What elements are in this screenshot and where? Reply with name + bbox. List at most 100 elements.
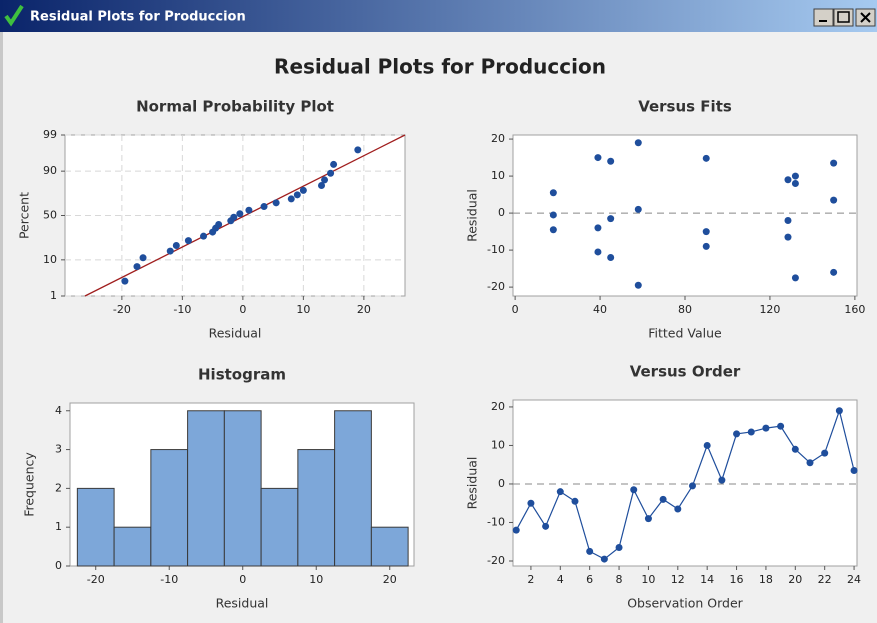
chart-title: Histogram	[198, 366, 286, 384]
data-point	[688, 482, 696, 490]
data-point	[791, 172, 799, 180]
y-tick-label: 2	[55, 481, 62, 494]
data-point	[556, 488, 564, 496]
data-point	[718, 476, 726, 484]
data-point	[549, 189, 557, 197]
y-axis-label: Residual	[465, 189, 480, 242]
data-point	[594, 154, 602, 162]
y-tick-label: 1	[55, 520, 62, 533]
x-tick-label: -20	[87, 573, 105, 586]
x-tick-label: -20	[113, 303, 131, 316]
data-point	[330, 160, 338, 168]
data-point	[821, 449, 829, 457]
data-point	[184, 237, 192, 245]
data-point	[703, 441, 711, 449]
chart-title: Versus Fits	[638, 98, 732, 116]
data-point	[784, 233, 792, 241]
data-point	[139, 254, 147, 262]
y-tick-label: 0	[498, 477, 505, 490]
data-point	[287, 195, 295, 203]
x-axis-label: Observation Order	[627, 596, 743, 611]
y-axis-label: Percent	[17, 192, 32, 239]
bar	[150, 449, 189, 567]
x-tick-label: 2	[527, 573, 534, 586]
data-point	[321, 176, 329, 184]
bar	[223, 410, 262, 567]
data-point	[600, 555, 608, 563]
data-point	[594, 248, 602, 256]
data-point	[830, 196, 838, 204]
y-axis-label: Frequency	[22, 452, 37, 517]
y-tick-label: 1	[50, 289, 57, 302]
minimize-icon	[819, 20, 827, 22]
data-point	[512, 526, 520, 534]
y-tick-label: -20	[487, 280, 505, 293]
x-tick-label: 0	[512, 303, 519, 316]
chart-panel: Histogram Residual Frequency -20 -10 0 10 20 0 1 2…	[22, 366, 415, 611]
data-point	[166, 247, 174, 255]
data-point	[594, 224, 602, 232]
data-point	[607, 254, 615, 262]
y-tick-label: 10	[43, 253, 57, 266]
data-point	[830, 159, 838, 167]
data-point	[702, 228, 710, 236]
data-point	[830, 268, 838, 276]
data-point	[542, 522, 550, 530]
x-tick-label: 20	[383, 573, 397, 586]
bar	[370, 526, 409, 567]
y-tick-label: 20	[491, 132, 505, 145]
data-point	[133, 263, 141, 271]
x-tick-label: 20	[357, 303, 371, 316]
x-tick-label: 14	[700, 573, 714, 586]
chart-title: Versus Order	[630, 363, 741, 381]
y-tick-label: 10	[491, 169, 505, 182]
app-icon	[4, 4, 24, 27]
data-point	[354, 146, 362, 154]
y-tick-label: -10	[487, 243, 505, 256]
data-point	[607, 157, 615, 165]
data-point	[230, 213, 238, 221]
x-tick-label: 10	[309, 573, 323, 586]
window-border	[0, 32, 3, 623]
plot-area	[512, 399, 858, 567]
x-tick-label: 0	[239, 303, 246, 316]
maximize-icon	[837, 11, 850, 23]
data-point	[702, 242, 710, 250]
y-tick-label: 3	[55, 443, 62, 456]
x-tick-label: 12	[671, 573, 685, 586]
bar	[113, 526, 152, 567]
bar	[334, 410, 372, 567]
x-tick-label: 4	[557, 573, 564, 586]
data-point	[644, 515, 652, 523]
x-axis-label: Residual	[216, 596, 269, 611]
plot-area	[512, 134, 858, 297]
y-tick-label: -20	[487, 554, 505, 567]
x-tick-label: 22	[818, 573, 832, 586]
x-tick-label: 20	[788, 573, 802, 586]
y-tick-label: 50	[43, 209, 57, 222]
x-tick-label: 8	[616, 573, 623, 586]
y-tick-label: 0	[498, 206, 505, 219]
data-point	[674, 505, 682, 513]
y-tick-label: 4	[55, 404, 62, 417]
x-tick-label: 16	[730, 573, 744, 586]
x-tick-label: 6	[586, 573, 593, 586]
data-point	[236, 210, 244, 218]
data-point	[634, 139, 642, 147]
y-tick-label: 0	[55, 559, 62, 572]
x-tick-label: 160	[844, 303, 865, 316]
data-point	[607, 215, 615, 223]
data-point	[791, 274, 799, 282]
data-point	[245, 206, 253, 214]
chart-panel: Versus Fits Fitted Value Residual 0 40 80 120 1…	[465, 98, 866, 341]
data-point	[806, 459, 814, 467]
x-tick-label: 18	[759, 573, 773, 586]
minimize-button[interactable]	[813, 8, 834, 27]
y-tick-label: 10	[491, 438, 505, 451]
bar	[76, 487, 115, 567]
data-point	[299, 186, 307, 194]
data-point	[260, 203, 268, 211]
data-point	[702, 154, 710, 162]
